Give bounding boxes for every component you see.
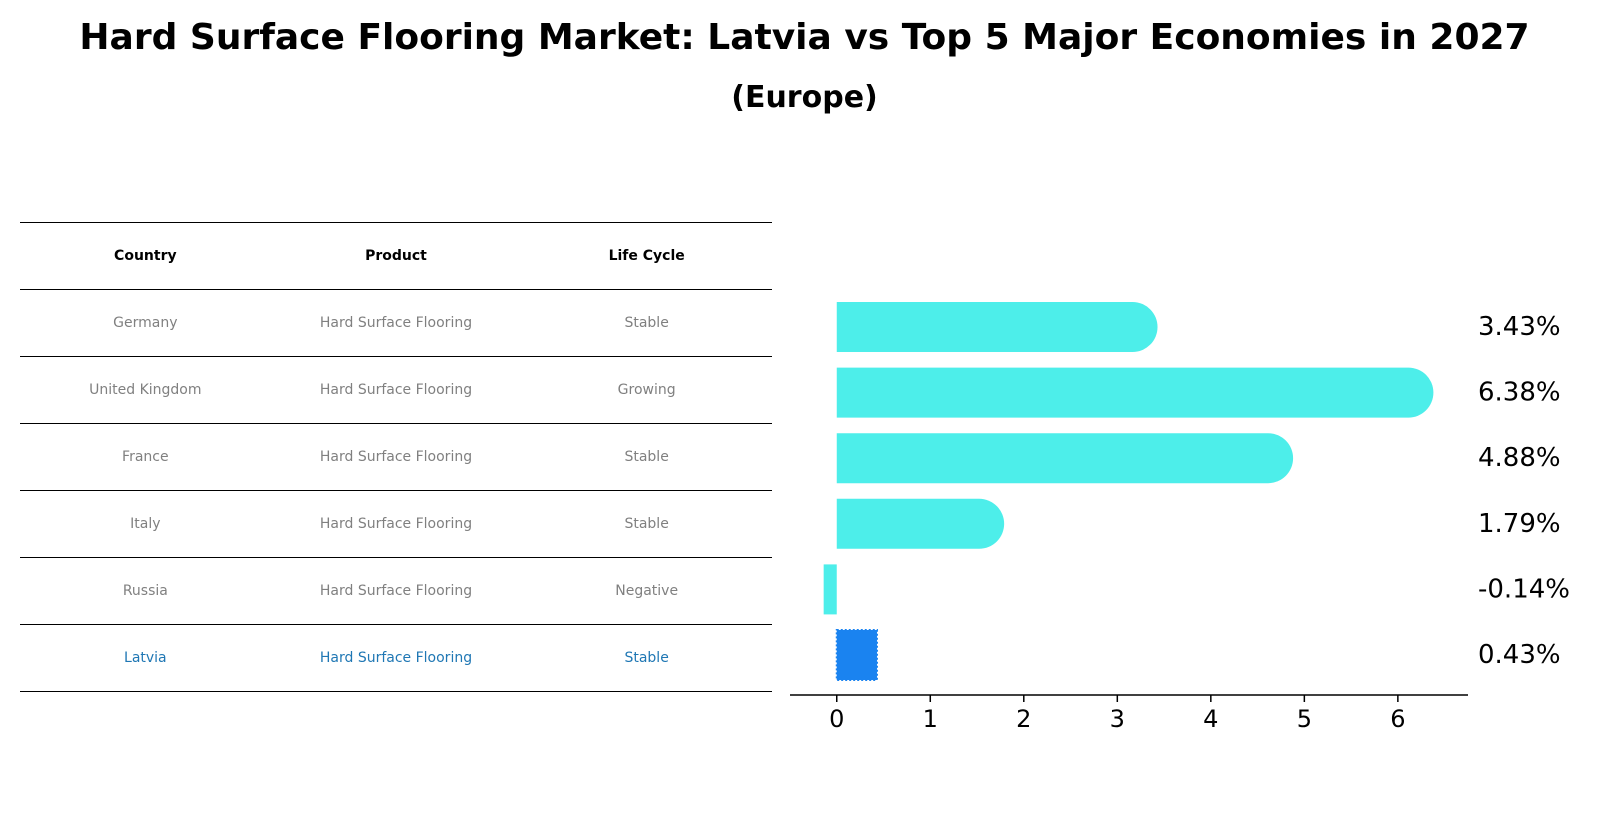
cell-country: France	[20, 423, 271, 491]
bar-france	[836, 433, 1294, 484]
cell-product: Hard Surface Flooring	[270, 557, 522, 625]
cell-country: Latvia	[20, 624, 271, 692]
value-label-italy: 1.79%	[1478, 509, 1561, 539]
country-table: Country Product Life Cycle Germany Hard …	[20, 222, 772, 692]
value-label-france: 4.88%	[1478, 443, 1561, 473]
cell-country: United Kingdom	[20, 356, 271, 424]
header-life-cycle: Life Cycle	[521, 222, 772, 290]
cell-life-cycle: Growing	[521, 356, 772, 424]
cell-life-cycle: Stable	[521, 289, 772, 357]
bar-united-kingdom	[836, 367, 1434, 418]
chart-title: Hard Surface Flooring Market: Latvia vs …	[79, 17, 1530, 58]
bar-germany	[836, 302, 1158, 352]
cell-country: Italy	[20, 490, 271, 558]
bar-latvia	[835, 629, 878, 681]
cell-country: Russia	[20, 557, 271, 625]
cell-life-cycle: Stable	[521, 624, 772, 692]
cell-product: Hard Surface Flooring	[270, 423, 522, 491]
value-label-latvia: 0.43%	[1478, 640, 1561, 670]
x-tick-label-0: 0	[829, 705, 844, 733]
x-tick-label-5: 5	[1297, 705, 1312, 733]
header-country: Country	[20, 222, 271, 290]
cell-product: Hard Surface Flooring	[270, 289, 522, 357]
cell-product: Hard Surface Flooring	[270, 356, 522, 424]
cell-product: Hard Surface Flooring	[270, 624, 522, 692]
table-row: United Kingdom Hard Surface Flooring Gro…	[20, 356, 772, 424]
bar-italy	[836, 498, 1005, 549]
cell-product: Hard Surface Flooring	[270, 490, 522, 558]
cell-life-cycle: Stable	[521, 423, 772, 491]
value-label-russia: -0.14%	[1478, 574, 1570, 604]
table-row: France Hard Surface Flooring Stable	[20, 423, 772, 491]
table-row-highlight: Latvia Hard Surface Flooring Stable	[20, 624, 772, 692]
x-tick-label-6: 6	[1390, 705, 1405, 733]
chart-subtitle: (Europe)	[731, 80, 878, 115]
header-product: Product	[270, 222, 522, 290]
table-row: Russia Hard Surface Flooring Negative	[20, 557, 772, 625]
bar-russia	[823, 564, 837, 615]
table-row: Italy Hard Surface Flooring Stable	[20, 490, 772, 558]
x-tick-label-3: 3	[1110, 705, 1125, 733]
value-label-united-kingdom: 6.38%	[1478, 378, 1561, 408]
value-label-germany: 3.43%	[1478, 312, 1561, 342]
cell-life-cycle: Negative	[521, 557, 772, 625]
x-tick-label-1: 1	[923, 705, 938, 733]
cell-life-cycle: Stable	[521, 490, 772, 558]
x-tick-label-2: 2	[1016, 705, 1031, 733]
table-row: Germany Hard Surface Flooring Stable	[20, 289, 772, 357]
cell-country: Germany	[20, 289, 271, 357]
x-tick-label-4: 4	[1203, 705, 1218, 733]
table-header-row: Country Product Life Cycle	[20, 222, 772, 290]
